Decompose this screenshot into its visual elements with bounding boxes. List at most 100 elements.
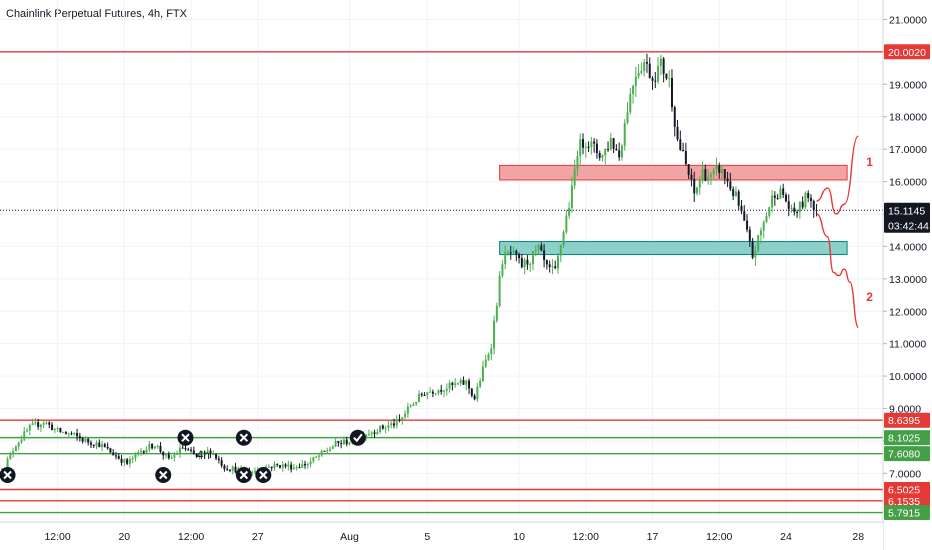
- candle-body: [812, 200, 815, 211]
- candle-body: [342, 439, 345, 444]
- scenario-label-2: 2: [866, 290, 873, 304]
- candle-body: [615, 148, 618, 151]
- candle-body: [215, 453, 218, 459]
- candle-body: [684, 151, 687, 165]
- price-tick-label: 9.0000: [889, 404, 921, 416]
- time-tick-label: Aug: [340, 531, 359, 543]
- candles: [1, 53, 818, 479]
- time-tick-label: 17: [647, 531, 659, 543]
- candle-body: [387, 425, 390, 428]
- candle-body: [693, 179, 696, 194]
- candle-body: [198, 454, 201, 457]
- candle-body: [28, 425, 31, 431]
- time-tick-label: 5: [424, 531, 430, 543]
- candle-body: [381, 425, 384, 429]
- support-zone[interactable]: [499, 241, 848, 256]
- candle-body: [456, 383, 459, 385]
- candle-body: [312, 457, 315, 462]
- time-axis-bg: [0, 522, 883, 550]
- candle-body: [201, 452, 204, 455]
- level-tag-bg: [884, 493, 930, 509]
- current-price-tag-bg: [884, 202, 930, 233]
- price-tick-label: 14.0000: [889, 241, 927, 253]
- time-axis[interactable]: 12:00 20 12:00 27 Aug 5 10 12:00 17 12:00 24 28: [0, 521, 883, 550]
- time-tick-label: 24: [780, 531, 792, 543]
- candle-body: [670, 78, 673, 108]
- candle-body: [131, 458, 134, 460]
- x-marker-icon: [177, 429, 194, 446]
- candle-body: [512, 250, 515, 253]
- x-glyph: [159, 470, 168, 480]
- candle-body: [748, 229, 751, 242]
- candle-body: [551, 266, 554, 268]
- candle-body: [401, 417, 404, 421]
- candle-body: [568, 207, 571, 216]
- candle-body: [743, 211, 746, 221]
- price-axis[interactable]: 7.00008.00009.000010.000011.000012.00001…: [882, 0, 932, 550]
- candle-body: [612, 138, 615, 149]
- candle-body: [17, 442, 20, 447]
- time-tick-label: 28: [852, 531, 864, 543]
- candle-body: [87, 438, 90, 443]
- candle-body: [184, 448, 187, 450]
- candle-body: [106, 446, 109, 449]
- candle-body: [598, 153, 601, 158]
- candle-body: [51, 424, 54, 431]
- candle-body: [301, 463, 304, 468]
- candle-body: [751, 241, 754, 258]
- candle-body: [729, 181, 732, 190]
- time-tick-label: 12:00: [573, 531, 599, 543]
- candle-body: [773, 195, 776, 198]
- time-tick-label: 27: [252, 531, 264, 543]
- candle-body: [70, 433, 73, 435]
- price-tick-label: 7.0000: [889, 468, 921, 480]
- candle-body: [451, 382, 454, 385]
- candle-body: [498, 275, 501, 306]
- candle-body: [145, 449, 148, 453]
- candle-body: [92, 444, 95, 446]
- candle-body: [395, 419, 398, 426]
- candle-body: [690, 174, 693, 180]
- candle-body: [279, 465, 281, 468]
- marker-circle: [349, 429, 366, 446]
- candle-body: [518, 254, 521, 259]
- candle-body: [231, 466, 234, 471]
- candle-body: [226, 468, 229, 471]
- candle-body: [20, 439, 23, 443]
- candle-body: [89, 442, 92, 445]
- candle-body: [768, 207, 771, 216]
- candle-body: [668, 78, 671, 80]
- candle-body: [195, 453, 198, 457]
- candle-body: [584, 146, 587, 148]
- candle-body: [448, 382, 451, 389]
- candle-body: [587, 146, 590, 148]
- candle-body: [220, 460, 223, 466]
- candle-body: [412, 404, 415, 406]
- candle-body: [228, 470, 231, 472]
- candle-body: [176, 453, 179, 455]
- candle-body: [618, 150, 621, 158]
- candle-body: [187, 449, 190, 451]
- level-tag-label: 8.1025: [888, 433, 920, 445]
- markers: 4h: [0, 429, 366, 483]
- price-zones[interactable]: [499, 164, 848, 256]
- resistance-zone[interactable]: [499, 164, 848, 181]
- candle-body: [267, 466, 270, 468]
- candle-body: [557, 255, 559, 269]
- candle-body: [334, 441, 337, 447]
- candle-body: [679, 139, 682, 150]
- candle-body: [632, 85, 635, 95]
- candle-body: [98, 442, 101, 448]
- candle-body: [554, 266, 557, 269]
- candle-body: [815, 210, 818, 212]
- candle-body: [253, 471, 256, 473]
- price-tick-label: 21.0000: [889, 14, 927, 26]
- candle-body: [484, 359, 487, 367]
- candle-body: [504, 252, 507, 265]
- level-tag-label: 7.6080: [888, 449, 920, 461]
- candle-body: [807, 192, 810, 199]
- candle-body: [620, 145, 623, 158]
- candle-body: [31, 423, 34, 426]
- level-tag-bg: [884, 430, 930, 446]
